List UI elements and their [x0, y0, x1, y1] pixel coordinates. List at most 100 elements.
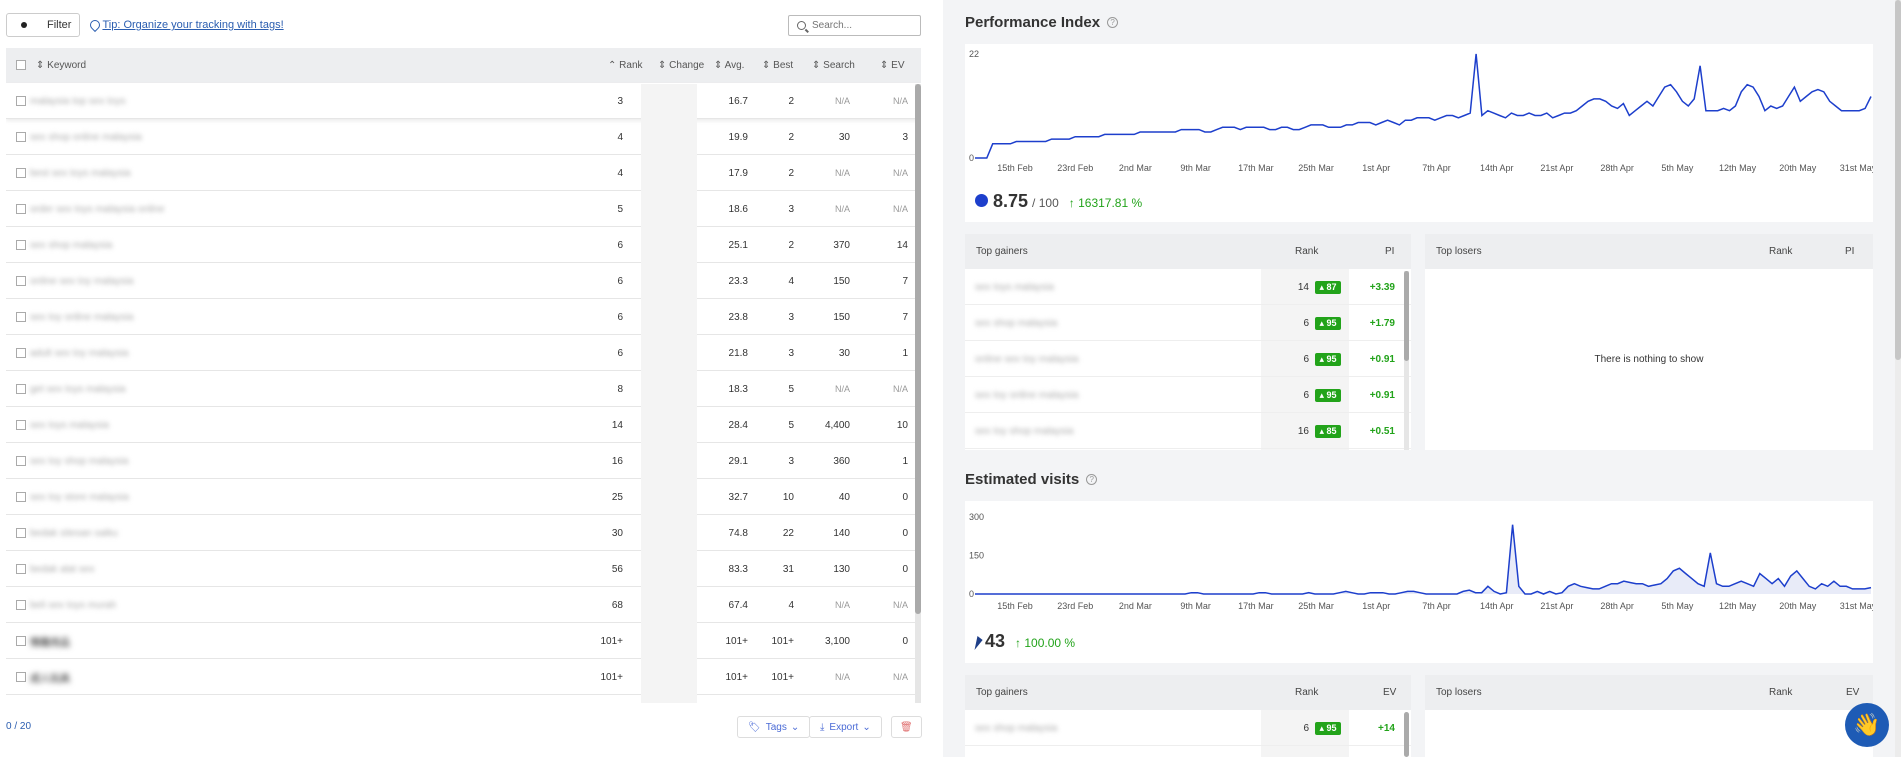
keyword-text[interactable]: sex toys malaysia [975, 281, 1054, 293]
keyword-text[interactable]: online sex toy malaysia [30, 275, 134, 287]
best-value: 10 [782, 491, 794, 503]
table-scrollbar[interactable] [915, 84, 921, 703]
series-line [975, 53, 1872, 159]
panel-scrollbar[interactable] [1404, 712, 1409, 757]
row-checkbox[interactable] [16, 492, 26, 502]
panel-scrollbar[interactable] [1404, 271, 1409, 450]
col-search[interactable]: ⇕ Search [812, 60, 855, 71]
rank-value: 6 [1303, 389, 1309, 401]
row-checkbox[interactable] [16, 132, 26, 142]
keyword-text[interactable]: sex shop malaysia [975, 722, 1058, 734]
row-checkbox[interactable] [16, 420, 26, 430]
help-icon[interactable]: ? [1086, 474, 1098, 485]
search-box[interactable] [788, 15, 921, 36]
row-checkbox[interactable] [16, 672, 26, 682]
keyword-text[interactable]: sex shop online malaysia [30, 131, 142, 143]
row-checkbox[interactable] [16, 564, 26, 574]
keyword-text[interactable]: sex shop malaysia [30, 239, 113, 251]
gainer-row[interactable]: sex toys malaysia 14 ▴ 87 +3.39 [965, 269, 1411, 305]
toggle-icon[interactable] [15, 19, 39, 31]
help-icon[interactable]: ? [1107, 17, 1119, 28]
tip-link[interactable]: Tip: Organize your tracking with tags! [90, 19, 283, 31]
row-checkbox[interactable] [16, 204, 26, 214]
keyword-text[interactable]: sex toy shop malaysia [975, 425, 1074, 437]
tags-button[interactable]: 🏷 Tags ⌄ [737, 716, 811, 738]
series-line [975, 524, 1872, 595]
keyword-text[interactable]: sex toy store malaysia [30, 491, 129, 503]
gainer-row[interactable]: online sex toy malaysia 6 ▴ 95 +0.91 [965, 341, 1411, 377]
row-checkbox[interactable] [16, 276, 26, 286]
filter-label: Filter [47, 19, 72, 31]
rank-value: 14 [1297, 281, 1309, 293]
search-input[interactable] [812, 20, 912, 31]
gainer-row[interactable]: sex shop malaysia 6 ▴ 95 +14 [965, 710, 1411, 746]
row-checkbox[interactable] [16, 636, 26, 646]
row-checkbox[interactable] [16, 240, 26, 250]
gainer-row[interactable]: sex toy shop malaysia 16 ▴ 85 +0.51 [965, 413, 1411, 449]
row-checkbox[interactable] [16, 528, 26, 538]
keyword-text[interactable]: sex toy shop malaysia [30, 455, 129, 467]
row-checkbox[interactable] [16, 96, 26, 106]
keyword-text[interactable]: sex toys malaysia [30, 419, 109, 431]
row-checkbox[interactable] [16, 384, 26, 394]
filter-button[interactable]: Filter [6, 13, 81, 37]
col-rank[interactable]: ⌃ Rank [608, 60, 643, 71]
best-value: 2 [788, 131, 794, 143]
col-avg[interactable]: ⇕ Avg. [714, 60, 745, 71]
col-best[interactable]: ⇕ Best [762, 60, 794, 71]
keyword-text[interactable]: sex shop malaysia [975, 317, 1058, 329]
page-scrollbar[interactable] [1895, 0, 1901, 757]
visits-title: Estimated visits? [965, 471, 1098, 488]
gainer-row[interactable]: sex toy online malaysia 6 ▴ 95 +0.91 [965, 377, 1411, 413]
search-value: 360 [833, 455, 850, 467]
ev-value: 0 [902, 563, 908, 575]
perf-title: Performance Index? [965, 14, 1119, 31]
row-checkbox[interactable] [16, 600, 26, 610]
chat-widget-button[interactable]: 👋 [1845, 703, 1889, 747]
visits-change: ↑ 100.00 % [1015, 636, 1076, 650]
ev-value: 7 [902, 311, 908, 323]
row-checkbox[interactable] [16, 312, 26, 322]
keyword-text[interactable]: best sex toys malaysia [30, 167, 131, 179]
col-ev[interactable]: ⇕ EV [880, 60, 905, 71]
row-checkbox[interactable] [16, 456, 26, 466]
keyword-text[interactable]: order sex toys malaysia online [30, 203, 165, 215]
keyword-text[interactable]: bedak alat sex [30, 563, 95, 575]
col-change[interactable]: ⇕ Change [658, 60, 705, 71]
keyword-text[interactable]: sex toy online malaysia [975, 389, 1079, 401]
keyword-text[interactable]: beli sex toys murah [30, 599, 117, 611]
export-button[interactable]: ⤓ Export ⌄ [809, 716, 882, 738]
keyword-text[interactable]: online sex toy malaysia [975, 353, 1079, 365]
gainer-row[interactable]: sex shop malaysia 6 ▴ 95 +1.79 [965, 305, 1411, 341]
x-tick-label: 23rd Feb [1057, 601, 1093, 611]
keyword-text[interactable]: adult sex toy malaysia [30, 347, 129, 359]
keyword-text[interactable]: get sex toys malaysia [30, 383, 126, 395]
row-checkbox[interactable] [16, 168, 26, 178]
keyword-text[interactable]: malaysia top sex toys [30, 95, 126, 107]
keyword-text[interactable]: 成人玩具 [30, 673, 70, 685]
delete-button[interactable]: 🗑 [891, 716, 922, 738]
select-all-checkbox[interactable] [16, 60, 26, 70]
keyword-text[interactable]: 情趣用品 [30, 637, 70, 649]
keyword-text[interactable]: bedak sitesan saiku [30, 527, 118, 539]
col-keyword[interactable]: ⇕ Keyword [36, 60, 87, 71]
row-checkbox[interactable] [16, 348, 26, 358]
keyword-text[interactable]: sex toy online malaysia [30, 311, 134, 323]
